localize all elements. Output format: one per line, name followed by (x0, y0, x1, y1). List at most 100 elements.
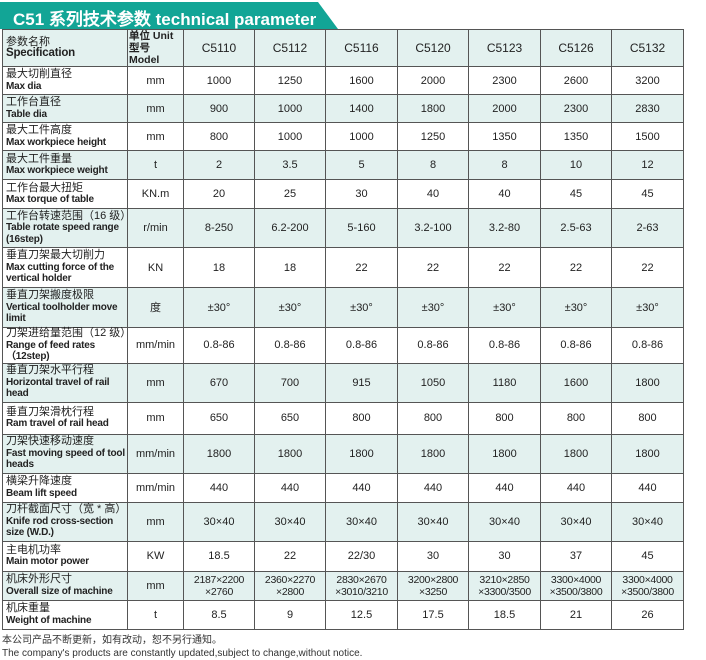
unit-cell: KN.m (127, 179, 184, 209)
value-cell: 1250 (397, 122, 469, 151)
value-cell: 40 (397, 179, 469, 209)
unit-cell: KW (127, 540, 184, 572)
value-cell: 440 (254, 472, 326, 503)
spec-cell: 最大工件重量 Max workpiece weight (2, 150, 128, 180)
table-row: 最大工件重量 Max workpiece weight t 2 3.5 5 8 8 10 12 (2, 150, 684, 180)
value-cell: 45 (611, 540, 684, 572)
value-cell: 8 (468, 150, 541, 180)
value-cell: 12.5 (325, 599, 398, 630)
value-cell: 670 (183, 362, 255, 403)
table-row: 垂直刀架水平行程 Horizontal travel of rail head mm… (2, 362, 684, 403)
table-row: 最大切削直径 Max dia mm 1000 1250 1600 2000 2300 2600 3… (2, 66, 684, 95)
spec-cell: 机床重量 Weight of machine (2, 599, 128, 630)
value-cell: 3200×2800 ×3250 (397, 570, 469, 601)
value-cell: 1000 (183, 66, 255, 95)
value-cell: 1600 (325, 66, 398, 95)
value-cell: ±30° (183, 287, 255, 328)
unit-cell: mm (127, 362, 184, 403)
value-cell: 0.8-86 (397, 327, 469, 364)
value-cell: 2300 (540, 94, 612, 123)
value-cell: 8.5 (183, 599, 255, 630)
table-row: 垂直刀架滑枕行程 Ram travel of rail head mm 650 650 8… (2, 401, 684, 435)
value-cell: 1000 (254, 94, 326, 123)
header-model: C5110 (183, 29, 255, 67)
value-cell: 30×40 (397, 501, 469, 542)
value-cell: 800 (468, 401, 541, 435)
table-row: 垂直刀架最大切削力 Max cutting force of the vertic… (2, 247, 684, 288)
value-cell: 800 (183, 122, 255, 151)
value-cell: 5-160 (325, 208, 398, 248)
value-cell: ±30° (540, 287, 612, 328)
value-cell: 1500 (611, 122, 684, 151)
table-row: 最大工件高度 Max workpiece height mm 800 1000 1000 1… (2, 122, 684, 151)
table-row: 垂直刀架搬度极限 Vertical toolholder move limit 度 ±… (2, 287, 684, 328)
value-cell: 1000 (325, 122, 398, 151)
unit-cell: mm (127, 94, 184, 123)
value-cell: 2600 (540, 66, 612, 95)
value-cell: 25 (254, 179, 326, 209)
value-cell: 1800 (611, 362, 684, 403)
value-cell: 30 (325, 179, 398, 209)
value-cell: 1000 (254, 122, 326, 151)
value-cell: 3210×2850 ×3300/3500 (468, 570, 541, 601)
table-row: 机床外形尺寸 Overall size of machine mm 2187×2200… (2, 570, 684, 601)
unit-cell: mm/min (127, 327, 184, 364)
value-cell: 0.8-86 (254, 327, 326, 364)
value-cell: 1800 (183, 433, 255, 474)
value-cell: 1350 (540, 122, 612, 151)
value-cell: 10 (540, 150, 612, 180)
value-cell: 30×40 (254, 501, 326, 542)
value-cell: 3.5 (254, 150, 326, 180)
value-cell: ±30° (325, 287, 398, 328)
value-cell: 440 (183, 472, 255, 503)
value-cell: 800 (611, 401, 684, 435)
value-cell: 2187×2200 ×2760 (183, 570, 255, 601)
value-cell: 800 (325, 401, 398, 435)
value-cell: 20 (183, 179, 255, 209)
spec-cell: 工作台转速范围（16 级） Table rotate speed range (1… (2, 208, 131, 248)
value-cell: 22/30 (325, 540, 398, 572)
notes: 本公司产品不断更新，如有改动，恕不另行通知。 The company's pro… (2, 634, 706, 660)
unit-cell: mm (127, 122, 184, 151)
unit-cell: mm (127, 401, 184, 435)
value-cell: 0.8-86 (325, 327, 398, 364)
value-cell: 1800 (397, 433, 469, 474)
value-cell: 0.8-86 (468, 327, 541, 364)
unit-cell: 度 (127, 287, 184, 328)
value-cell: 3.2-100 (397, 208, 469, 248)
value-cell: 650 (254, 401, 326, 435)
value-cell: 30×40 (611, 501, 684, 542)
spec-table: 参数名称 Specification 单位 Unit 型号 Model C5110 C… (2, 29, 684, 630)
title-banner: C51 系列技术参数 technical parameter (0, 2, 338, 29)
value-cell: 22 (468, 247, 541, 288)
value-cell: 440 (325, 472, 398, 503)
unit-cell: t (127, 599, 184, 630)
value-cell: 12 (611, 150, 684, 180)
unit-cell: mm/min (127, 433, 184, 474)
value-cell: 45 (611, 179, 684, 209)
value-cell: 8 (397, 150, 469, 180)
value-cell: 1800 (611, 433, 684, 474)
table-header: 参数名称 Specification 单位 Unit 型号 Model C5110 C… (2, 29, 684, 67)
value-cell: 2.5-63 (540, 208, 612, 248)
value-cell: 0.8-86 (183, 327, 255, 364)
page-title: C51 系列技术参数 technical parameter (13, 10, 317, 29)
table-row: 刀杆截面尺寸（宽 * 高） Knife rod cross-section siz… (2, 501, 684, 542)
spec-cell: 刀架快速移动速度 Fast moving speed of tool heads (2, 433, 128, 474)
unit-cell: KN (127, 247, 184, 288)
value-cell: 9 (254, 599, 326, 630)
value-cell: 2830 (611, 94, 684, 123)
value-cell: 18.5 (468, 599, 541, 630)
value-cell: 22 (611, 247, 684, 288)
header-spec: 参数名称 Specification (2, 29, 128, 67)
table-row: 主电机功率 Main motor power KW 18.5 22 22/30 30 30 37… (2, 540, 684, 572)
value-cell: 30×40 (325, 501, 398, 542)
value-cell: 2 (183, 150, 255, 180)
header-unit: 单位 Unit 型号 Model (127, 29, 184, 67)
note-cn: 本公司产品不断更新，如有改动，恕不另行通知。 (2, 634, 222, 646)
value-cell: 22 (397, 247, 469, 288)
value-cell: ±30° (611, 287, 684, 328)
header-model: C5126 (540, 29, 612, 67)
value-cell: 2830×2670 ×3010/3210 (325, 570, 398, 601)
value-cell: 440 (468, 472, 541, 503)
